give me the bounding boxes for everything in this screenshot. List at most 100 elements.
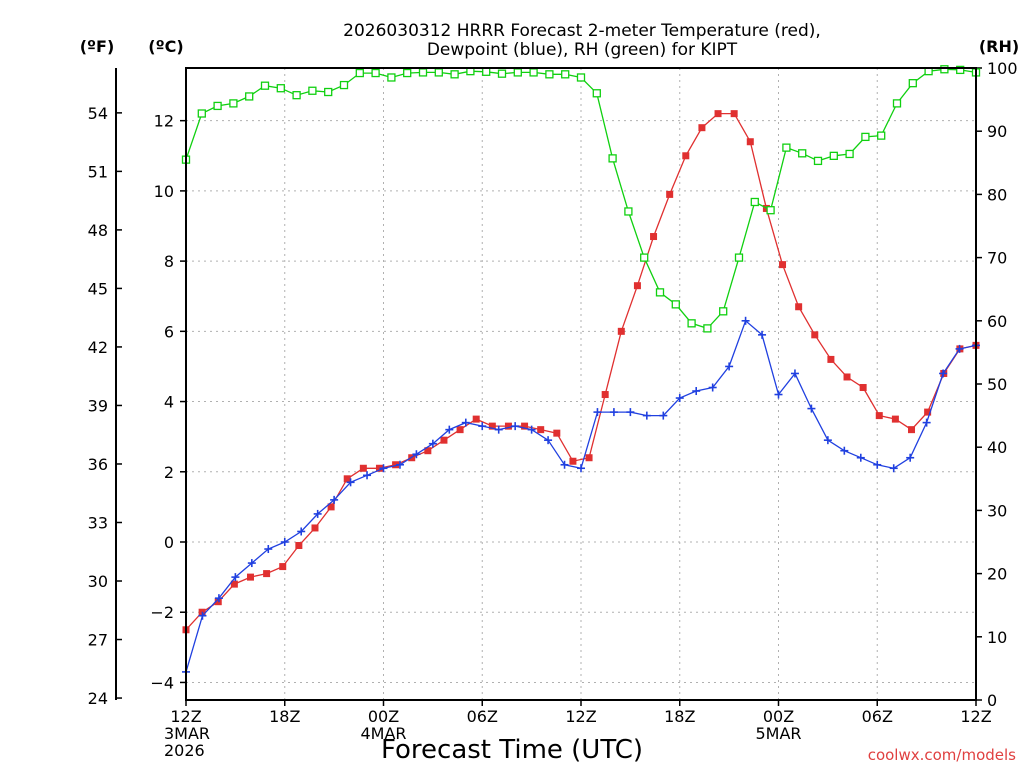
x-tick-label: 12Z (960, 707, 991, 726)
rh-point (892, 99, 902, 108)
x-tick-label: 3MAR (164, 724, 210, 743)
dewpoint-point (659, 411, 668, 420)
dewpoint-point (560, 460, 569, 469)
dewpoint-point (461, 418, 470, 427)
rh-tick-label: 50 (987, 375, 1007, 394)
dewpoint-point (873, 460, 882, 469)
rh-point (687, 319, 696, 328)
dewpoint-point (330, 495, 339, 504)
temperature-point (730, 110, 738, 118)
rh-point (497, 69, 507, 78)
dewpoint-point (774, 390, 783, 399)
fahrenheit-tick-label: 27 (88, 631, 108, 650)
temperature-point (392, 461, 400, 469)
x-tick-label: 4MAR (360, 724, 406, 743)
fahrenheit-tick-label: 51 (88, 162, 108, 181)
temperature-point (682, 152, 690, 160)
celsius-tick-label: 8 (164, 252, 174, 271)
temperature-point (811, 331, 819, 339)
temperature-point (375, 464, 383, 472)
fahrenheit-tick-label: 24 (88, 689, 108, 708)
dewpoint-point (725, 362, 734, 371)
fahrenheit-tick-label: 39 (88, 396, 108, 415)
temperature-point (827, 355, 835, 363)
celsius-tick-label: 0 (164, 533, 174, 552)
dewpoint-point (856, 453, 865, 462)
rh-point (339, 80, 349, 90)
celsius-tick-label: 12 (154, 112, 174, 131)
dewpoint-line (185, 319, 977, 673)
rh-point (561, 70, 570, 79)
dewpoint-point (790, 369, 799, 378)
x-tick-label: 06Z (862, 707, 893, 726)
dewpoint-point (297, 527, 306, 536)
temperature-point (746, 138, 754, 146)
rh-point (798, 149, 807, 158)
dewpoint-point (955, 344, 964, 353)
temperature-point (440, 436, 448, 444)
rh-point (276, 84, 285, 93)
rh-point (608, 154, 617, 163)
rh-point (813, 156, 823, 166)
rh-tick-label: 40 (987, 438, 1007, 457)
temperature-point (537, 426, 545, 434)
dewpoint-point (527, 425, 536, 434)
temperature-point (875, 412, 883, 420)
rh-line (185, 68, 977, 330)
temperature-point (908, 426, 916, 434)
dewpoint-point (906, 453, 915, 462)
dewpoint-point (889, 464, 898, 473)
temperature-point (424, 447, 432, 455)
x-tick-label: 00Z (763, 707, 794, 726)
dewpoint-point (445, 425, 454, 434)
temperature-point (617, 327, 625, 335)
rh-tick-label: 80 (987, 185, 1007, 204)
rh-point (229, 99, 238, 108)
dewpoint-point (264, 545, 273, 554)
dewpoint-point (741, 316, 750, 325)
rh-point (450, 70, 459, 79)
x-tick-label: 00Z (368, 707, 399, 726)
temperature-point (779, 261, 787, 269)
dewpoint-point (231, 573, 240, 582)
rh-tick-label: 70 (987, 249, 1007, 268)
dewpoint-point (198, 611, 207, 620)
temperature-point (359, 464, 367, 472)
rh-point (640, 253, 649, 262)
fahrenheit-tick-label: 48 (88, 221, 108, 240)
temperature-point (246, 573, 254, 581)
rh-tick-label: 10 (987, 628, 1007, 647)
temperature-point (698, 124, 706, 132)
rh-point (308, 86, 317, 95)
temperature-point (585, 454, 593, 462)
credit-text: coolwx.com/models (868, 746, 1016, 764)
dewpoint-point (939, 369, 948, 378)
temperature-point (456, 426, 464, 434)
rh-tick-label: 90 (987, 122, 1007, 141)
plot-frame (185, 67, 977, 701)
fahrenheit-tick-label: 36 (88, 455, 108, 474)
dewpoint-point (675, 394, 684, 403)
dewpoint-point (395, 460, 404, 469)
dewpoint-point (346, 478, 355, 487)
rh-point (766, 206, 775, 215)
temperature-point (650, 233, 658, 241)
dewpoint-point (214, 594, 223, 603)
rh-point (245, 92, 254, 101)
dewpoint-point (247, 559, 256, 568)
x-tick-label: 2026 (164, 741, 205, 760)
dewpoint-point (511, 422, 520, 431)
rh-point (545, 70, 554, 79)
rh-point (861, 132, 870, 142)
rh-unit-label: (RH) (979, 37, 1019, 56)
temperature-point (666, 190, 674, 198)
rh-point (418, 68, 428, 77)
x-axis-title: Forecast Time (UTC) (381, 735, 643, 765)
rh-point (655, 288, 665, 297)
celsius-tick-label: 2 (164, 463, 174, 482)
temperature-point (843, 373, 851, 381)
rh-point (782, 143, 791, 152)
dewpoint-point (692, 387, 701, 396)
rh-point (387, 73, 396, 82)
